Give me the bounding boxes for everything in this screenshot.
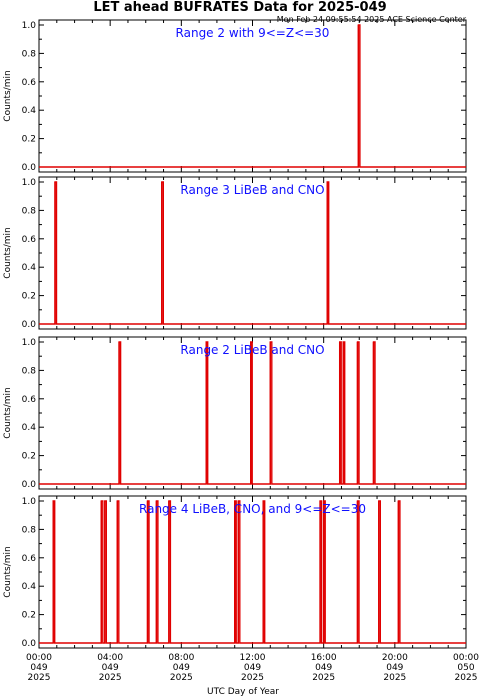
y-tick-label: 0.6 [22, 235, 37, 245]
x-tick-time: 00:00 [26, 653, 52, 663]
x-tick-year: 2025 [383, 673, 406, 683]
panel-2: 0.0 0.2 0.4 0.6 0.8 1.0 Counts/min Range 3 LiBe… [3, 176, 467, 330]
x-tick-year: 2025 [241, 673, 264, 683]
panel-4: 0.0 0.2 0.4 0.6 0.8 1.0 Counts/min Range 4 LiBe… [3, 495, 467, 649]
y-tick-label: 0.8 [22, 206, 37, 216]
y-axis-title: Counts/min [3, 227, 13, 278]
chart-panels: 0.0 0.2 0.4 0.6 0.8 1.0 Counts/min Range 2 with… [3, 19, 467, 649]
panel-3: 0.0 0.2 0.4 0.6 0.8 1.0 Counts/min Range 2 LiBe… [3, 336, 467, 490]
panel-title: Range 3 LiBeB and CNO [180, 183, 324, 197]
y-tick-label: 0.6 [22, 554, 37, 564]
x-tick-year: 2025 [99, 673, 122, 683]
x-tick-year: 2025 [312, 673, 335, 683]
x-tick-year: 2025 [28, 673, 51, 683]
chart-title: LET ahead BUFRATES Data for 2025-049 [93, 0, 386, 15]
y-tick-label: 1.0 [22, 338, 37, 348]
panel-1: 0.0 0.2 0.4 0.6 0.8 1.0 Counts/min Range 2 with… [3, 19, 467, 173]
y-tick-label: 0.0 [22, 320, 37, 330]
y-tick-label: 0.4 [22, 263, 37, 273]
x-tick-time: 04:00 [97, 653, 123, 663]
y-axis-title: Counts/min [3, 387, 13, 438]
x-axis-labels: 00:00049202504:00049202508:00049202512:0… [26, 653, 479, 683]
panel-title: Range 4 LiBeB, CNO, and 9<=Z<=30 [139, 502, 366, 516]
y-tick-label: 0.2 [22, 135, 36, 145]
y-tick-label: 0.6 [22, 395, 37, 405]
y-tick-label: 0.2 [22, 611, 36, 621]
x-tick-time: 16:00 [311, 653, 337, 663]
x-tick-doy: 050 [457, 663, 474, 673]
y-tick-label: 0.2 [22, 292, 36, 302]
x-tick-year: 2025 [170, 673, 193, 683]
y-tick-label: 1.0 [22, 497, 37, 507]
x-tick-time: 20:00 [382, 653, 408, 663]
x-tick-doy: 049 [244, 663, 261, 673]
y-tick-label: 0.8 [22, 525, 37, 535]
x-tick-doy: 049 [30, 663, 47, 673]
y-tick-label: 0.2 [22, 452, 36, 462]
x-tick-time: 08:00 [168, 653, 194, 663]
y-tick-label: 1.0 [22, 178, 37, 188]
panel-title: Range 2 LiBeB and CNO [180, 343, 324, 357]
data-trace [39, 24, 466, 168]
y-axis-title: Counts/min [3, 546, 13, 597]
y-tick-label: 0.6 [22, 78, 37, 88]
y-tick-label: 0.8 [22, 49, 37, 59]
y-tick-label: 0.0 [22, 639, 37, 649]
x-tick-year: 2025 [455, 673, 478, 683]
panel-title: Range 2 with 9<=Z<=30 [176, 26, 330, 40]
x-tick-time: 12:00 [240, 653, 266, 663]
x-tick-doy: 049 [386, 663, 403, 673]
x-axis-title: UTC Day of Year [207, 687, 279, 697]
y-tick-label: 0.0 [22, 480, 37, 490]
y-tick-label: 1.0 [22, 21, 37, 31]
x-tick-doy: 049 [173, 663, 190, 673]
y-tick-label: 0.4 [22, 106, 37, 116]
y-tick-label: 0.4 [22, 582, 37, 592]
x-tick-doy: 049 [315, 663, 332, 673]
y-tick-label: 0.0 [22, 163, 37, 173]
y-tick-label: 0.8 [22, 366, 37, 376]
x-tick-time: 00:00 [453, 653, 479, 663]
y-axis-title: Counts/min [3, 70, 13, 121]
x-tick-doy: 049 [102, 663, 119, 673]
y-tick-label: 0.4 [22, 423, 37, 433]
